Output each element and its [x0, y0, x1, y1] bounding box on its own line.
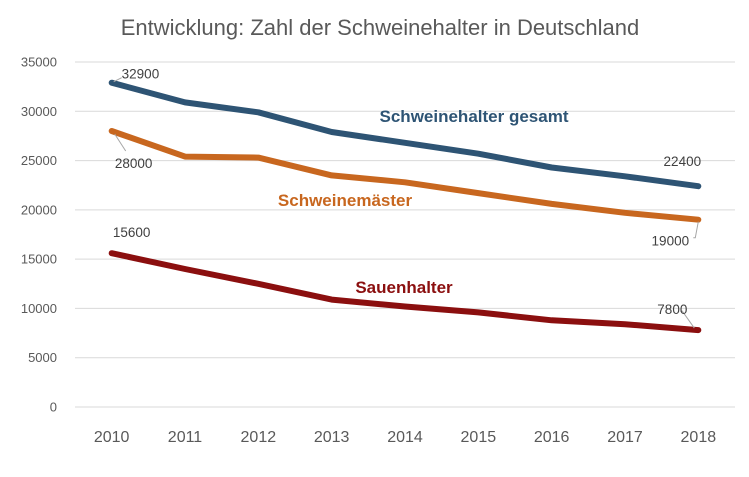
series-line — [108, 79, 702, 190]
y-tick-label: 5000 — [28, 350, 57, 365]
y-tick-label: 35000 — [21, 55, 57, 70]
x-tick-label: 2018 — [681, 429, 717, 446]
series-name-label: Schweinehalter gesamt — [380, 107, 569, 126]
x-tick-label: 2012 — [241, 429, 277, 446]
data-label: 7800 — [657, 302, 687, 317]
x-tick-label: 2013 — [314, 429, 350, 446]
y-tick-label: 0 — [50, 400, 57, 415]
data-label: 28000 — [115, 156, 153, 171]
x-axis-ticks: 2010 2011 2012 2013 2014 2015 2016 2017 2018 — [94, 429, 716, 446]
data-label: 22400 — [664, 154, 702, 169]
label-leader-line — [680, 310, 695, 329]
label-leader-line — [113, 77, 122, 83]
y-axis-ticks: 0 5000 10000 15000 20000 25000 30000 35000 — [21, 55, 57, 415]
y-tick-label: 30000 — [21, 104, 57, 119]
y-tick-label: 20000 — [21, 202, 57, 217]
y-tick-label: 10000 — [21, 301, 57, 316]
x-tick-label: 2010 — [94, 429, 130, 446]
series-name-label: Schweinemäster — [278, 191, 413, 210]
label-leader-line — [114, 133, 127, 152]
x-tick-label: 2014 — [387, 429, 423, 446]
series-name-label: Sauenhalter — [355, 278, 453, 297]
y-tick-label: 25000 — [21, 153, 57, 168]
x-tick-label: 2016 — [534, 429, 570, 446]
data-labels: Schweinehalter gesamt 32900 22400 Schweinem… — [113, 67, 702, 329]
label-leader-line — [693, 221, 699, 239]
data-label: 19000 — [652, 234, 690, 249]
series-line — [108, 250, 702, 334]
x-tick-label: 2015 — [461, 429, 497, 446]
x-tick-label: 2017 — [607, 429, 643, 446]
chart-title: Entwicklung: Zahl der Schweinehalter in … — [121, 15, 640, 40]
data-label: 32900 — [122, 67, 160, 82]
series-line — [108, 128, 702, 223]
x-tick-label: 2011 — [168, 429, 203, 446]
data-label: 15600 — [113, 225, 151, 240]
y-tick-label: 15000 — [21, 252, 57, 267]
series-lines — [108, 79, 702, 334]
